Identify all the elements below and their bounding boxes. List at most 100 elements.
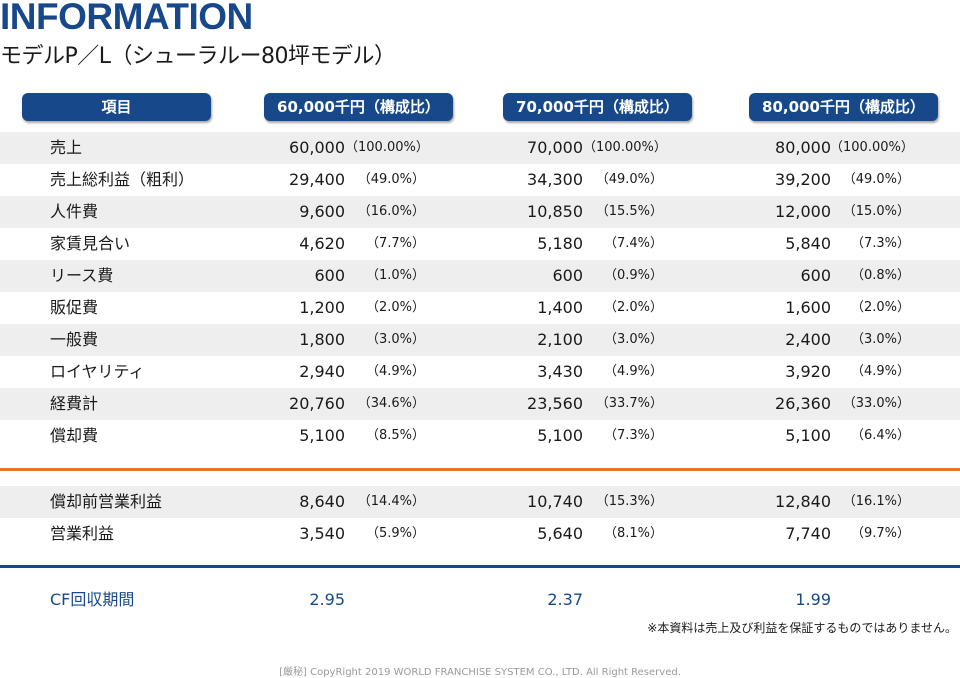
table-row: リース費 600 （1.0%） 600 （0.9%） 600 （0.8%） <box>0 260 960 292</box>
table-row: 売上 60,000 （100.00%） 70,000 （100.00%） 80,000 （1… <box>0 132 960 164</box>
cf-label: CF回収期間 <box>50 590 135 609</box>
column-header-70000: 70,000千円（構成比） <box>503 93 692 121</box>
value-80000: 3,920 <box>785 362 831 381</box>
ratio-70000: （4.9%） <box>603 364 663 379</box>
ratio-60000: （3.0%） <box>365 332 425 347</box>
ratio-80000: （6.4%） <box>850 428 910 443</box>
ratio-80000: （7.3%） <box>850 236 910 251</box>
value-80000: 5,840 <box>785 234 831 253</box>
value-60000: 4,620 <box>299 234 345 253</box>
ratio-60000: （4.9%） <box>365 364 425 379</box>
table-row: 販促費 1,200 （2.0%） 1,400 （2.0%） 1,600 （2.0%） <box>0 292 960 324</box>
value-60000: 1,200 <box>299 298 345 317</box>
ratio-60000: （14.4%） <box>357 494 425 509</box>
column-header-item: 項目 <box>22 93 211 121</box>
value-70000: 5,100 <box>537 426 583 445</box>
value-70000: 10,740 <box>527 492 583 511</box>
ratio-60000: （2.0%） <box>365 300 425 315</box>
value-60000: 29,400 <box>289 170 345 189</box>
value-70000: 23,560 <box>527 394 583 413</box>
ratio-80000: （49.0%） <box>842 172 910 187</box>
disclaimer-note: ※本資料は売上及び利益を保証するものではありません。 <box>647 621 957 635</box>
section-divider-navy <box>0 565 960 568</box>
value-70000: 600 <box>552 266 583 285</box>
ratio-80000: （33.0%） <box>842 396 910 411</box>
value-70000: 3,430 <box>537 362 583 381</box>
ratio-80000: （3.0%） <box>850 332 910 347</box>
ratio-70000: （7.4%） <box>603 236 663 251</box>
table-row: ロイヤリティ 2,940 （4.9%） 3,430 （4.9%） 3,920 （4.9%） <box>0 356 960 388</box>
value-70000: 10,850 <box>527 202 583 221</box>
row-label: 販促費 <box>50 298 99 317</box>
value-60000: 3,540 <box>299 524 345 543</box>
value-80000: 5,100 <box>785 426 831 445</box>
ratio-60000: （8.5%） <box>365 428 425 443</box>
table-row: 償却費 5,100 （8.5%） 5,100 （7.3%） 5,100 （6.4%） <box>0 420 960 452</box>
ratio-60000: （34.6%） <box>357 396 425 411</box>
value-60000: 8,640 <box>299 492 345 511</box>
value-60000: 9,600 <box>299 202 345 221</box>
row-label: 一般費 <box>50 330 99 349</box>
cf-value-70000: 2.37 <box>547 590 583 609</box>
row-label: 家賃見合い <box>50 234 131 253</box>
value-80000: 39,200 <box>775 170 831 189</box>
value-70000: 2,100 <box>537 330 583 349</box>
value-70000: 70,000 <box>527 138 583 157</box>
row-label: 償却前営業利益 <box>50 492 163 511</box>
value-60000: 20,760 <box>289 394 345 413</box>
table-row: 営業利益 3,540 （5.9%） 5,640 （8.1%） 7,740 （9.7%） <box>0 518 960 550</box>
ratio-60000: （5.9%） <box>365 526 425 541</box>
value-80000: 12,840 <box>775 492 831 511</box>
ratio-70000: （15.5%） <box>595 204 663 219</box>
cf-row: CF回収期間 2.95 2.37 1.99 <box>0 584 960 616</box>
value-80000: 7,740 <box>785 524 831 543</box>
value-70000: 1,400 <box>537 298 583 317</box>
ratio-60000: （49.0%） <box>357 172 425 187</box>
ratio-70000: （15.3%） <box>595 494 663 509</box>
table-row: 家賃見合い 4,620 （7.7%） 5,180 （7.4%） 5,840 （7.3%） <box>0 228 960 260</box>
ratio-80000: （15.0%） <box>842 204 910 219</box>
table-row: 人件費 9,600 （16.0%） 10,850 （15.5%） 12,000 （15.0%… <box>0 196 960 228</box>
ratio-80000: （0.8%） <box>850 268 910 283</box>
ratio-70000: （100.00%） <box>583 140 667 155</box>
value-60000: 2,940 <box>299 362 345 381</box>
row-label: 営業利益 <box>50 524 115 543</box>
row-label: 経費計 <box>50 394 99 413</box>
value-60000: 1,800 <box>299 330 345 349</box>
page-subtitle: モデルP／L（シューラルー80坪モデル） <box>0 44 396 69</box>
ratio-70000: （7.3%） <box>603 428 663 443</box>
section-divider-orange <box>0 468 960 471</box>
value-80000: 12,000 <box>775 202 831 221</box>
value-60000: 5,100 <box>299 426 345 445</box>
ratio-60000: （1.0%） <box>365 268 425 283</box>
ratio-80000: （9.7%） <box>850 526 910 541</box>
ratio-70000: （8.1%） <box>603 526 663 541</box>
value-80000: 26,360 <box>775 394 831 413</box>
ratio-70000: （33.7%） <box>595 396 663 411</box>
table-row: 売上総利益（粗利） 29,400 （49.0%） 34,300 （49.0%） 39,20… <box>0 164 960 196</box>
value-60000: 60,000 <box>289 138 345 157</box>
ratio-80000: （16.1%） <box>842 494 910 509</box>
ratio-80000: （2.0%） <box>850 300 910 315</box>
ratio-80000: （100.00%） <box>830 140 914 155</box>
ratio-80000: （4.9%） <box>850 364 910 379</box>
ratio-70000: （0.9%） <box>603 268 663 283</box>
value-70000: 34,300 <box>527 170 583 189</box>
row-label: ロイヤリティ <box>50 362 145 381</box>
page-title: INFORMATION <box>0 0 253 37</box>
cf-value-80000: 1.99 <box>795 590 831 609</box>
cf-value-60000: 2.95 <box>309 590 345 609</box>
row-label: 売上総利益（粗利） <box>50 170 195 189</box>
ratio-60000: （16.0%） <box>357 204 425 219</box>
table-row: 償却前営業利益 8,640 （14.4%） 10,740 （15.3%） 12,840 （1… <box>0 486 960 518</box>
value-80000: 1,600 <box>785 298 831 317</box>
ratio-70000: （3.0%） <box>603 332 663 347</box>
column-header-80000: 80,000千円（構成比） <box>749 93 938 121</box>
value-80000: 2,400 <box>785 330 831 349</box>
row-label: 売上 <box>50 138 83 157</box>
ratio-60000: （100.00%） <box>345 140 429 155</box>
ratio-70000: （2.0%） <box>603 300 663 315</box>
value-80000: 600 <box>800 266 831 285</box>
row-label: 償却費 <box>50 426 99 445</box>
value-60000: 600 <box>314 266 345 285</box>
